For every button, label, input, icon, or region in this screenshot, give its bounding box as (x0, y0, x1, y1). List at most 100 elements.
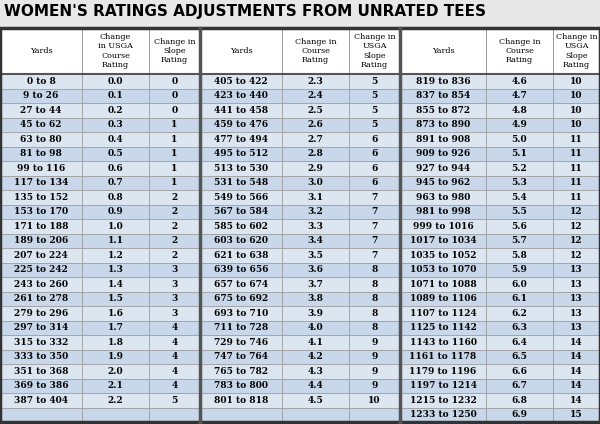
Bar (349, 349, 400, 364)
Text: 0.7: 0.7 (107, 178, 124, 187)
Bar (400, 248, 486, 262)
Bar (282, 204, 349, 219)
Bar (149, 176, 200, 190)
Bar (349, 74, 400, 89)
Bar (0, 117, 82, 132)
Text: 13: 13 (570, 294, 583, 303)
Bar (82, 262, 149, 277)
Text: 14: 14 (570, 338, 583, 347)
Bar (82, 306, 149, 321)
Bar (486, 190, 553, 204)
Bar (149, 277, 200, 292)
Text: 873 to 890: 873 to 890 (416, 120, 470, 129)
Bar (0, 321, 82, 335)
Text: 513 to 530: 513 to 530 (214, 164, 268, 173)
Text: 819 to 836: 819 to 836 (416, 77, 470, 86)
Bar (400, 393, 486, 407)
Text: 45 to 62: 45 to 62 (20, 120, 62, 129)
Text: 3.6: 3.6 (308, 265, 323, 274)
Text: 2.1: 2.1 (107, 381, 124, 390)
Text: 0.6: 0.6 (107, 164, 124, 173)
Bar (200, 364, 282, 379)
Bar (553, 103, 600, 117)
Text: 6.9: 6.9 (511, 410, 527, 419)
Text: 2.0: 2.0 (107, 367, 124, 376)
Text: 909 to 926: 909 to 926 (416, 149, 470, 158)
Bar (149, 117, 200, 132)
Text: 207 to 224: 207 to 224 (14, 251, 68, 260)
Bar (149, 89, 200, 103)
Bar (282, 176, 349, 190)
Bar (282, 364, 349, 379)
Text: Yards: Yards (29, 47, 52, 55)
Text: 1179 to 1196: 1179 to 1196 (409, 367, 476, 376)
Bar (0, 248, 82, 262)
Text: 603 to 620: 603 to 620 (214, 236, 268, 245)
Bar (0, 234, 82, 248)
Bar (553, 321, 600, 335)
Bar (349, 407, 400, 422)
Bar (149, 219, 200, 234)
Text: 441 to 458: 441 to 458 (214, 106, 268, 115)
Bar (400, 89, 486, 103)
Bar (149, 28, 200, 74)
Text: 711 to 728: 711 to 728 (214, 323, 268, 332)
Bar (0, 147, 82, 161)
Bar (82, 89, 149, 103)
Bar (553, 117, 600, 132)
Text: 4: 4 (172, 367, 178, 376)
Text: 27 to 44: 27 to 44 (20, 106, 62, 115)
Text: 8: 8 (371, 294, 377, 303)
Text: 3.1: 3.1 (308, 193, 323, 202)
Text: 5.3: 5.3 (512, 178, 527, 187)
Bar (200, 234, 282, 248)
Text: 2.3: 2.3 (308, 77, 323, 86)
Bar (553, 262, 600, 277)
Bar (282, 292, 349, 306)
Text: 3.4: 3.4 (308, 236, 323, 245)
Text: Change in
USGA
Slope
Rating: Change in USGA Slope Rating (353, 33, 395, 69)
Text: 2.8: 2.8 (308, 149, 323, 158)
Text: 0.4: 0.4 (107, 135, 124, 144)
Bar (553, 176, 600, 190)
Text: 3.7: 3.7 (308, 280, 323, 289)
Text: 6.1: 6.1 (511, 294, 527, 303)
Text: 2.6: 2.6 (308, 120, 323, 129)
Text: 5.6: 5.6 (512, 222, 527, 231)
Text: 13: 13 (570, 323, 583, 332)
Bar (282, 277, 349, 292)
Text: 6.4: 6.4 (512, 338, 527, 347)
Text: 4.6: 4.6 (512, 77, 527, 86)
Text: 10: 10 (570, 77, 583, 86)
Text: 135 to 152: 135 to 152 (14, 193, 68, 202)
Bar (349, 277, 400, 292)
Bar (149, 393, 200, 407)
Text: 6.5: 6.5 (512, 352, 527, 361)
Bar (149, 74, 200, 89)
Bar (149, 364, 200, 379)
Bar (282, 89, 349, 103)
Bar (486, 89, 553, 103)
Text: 855 to 872: 855 to 872 (416, 106, 470, 115)
Bar (400, 190, 486, 204)
Text: 387 to 404: 387 to 404 (14, 396, 68, 405)
Text: 14: 14 (570, 396, 583, 405)
Bar (82, 393, 149, 407)
Bar (200, 147, 282, 161)
Text: 4.8: 4.8 (512, 106, 527, 115)
Bar (486, 277, 553, 292)
Bar (486, 349, 553, 364)
Bar (149, 262, 200, 277)
Text: 5.5: 5.5 (512, 207, 527, 216)
Text: 585 to 602: 585 to 602 (214, 222, 268, 231)
Bar (0, 349, 82, 364)
Text: 4.2: 4.2 (308, 352, 323, 361)
Bar (82, 407, 149, 422)
Bar (282, 190, 349, 204)
Text: 4.0: 4.0 (308, 323, 323, 332)
Bar (349, 364, 400, 379)
Bar (82, 74, 149, 89)
Bar (282, 117, 349, 132)
Text: 3: 3 (172, 280, 178, 289)
Bar (0, 103, 82, 117)
